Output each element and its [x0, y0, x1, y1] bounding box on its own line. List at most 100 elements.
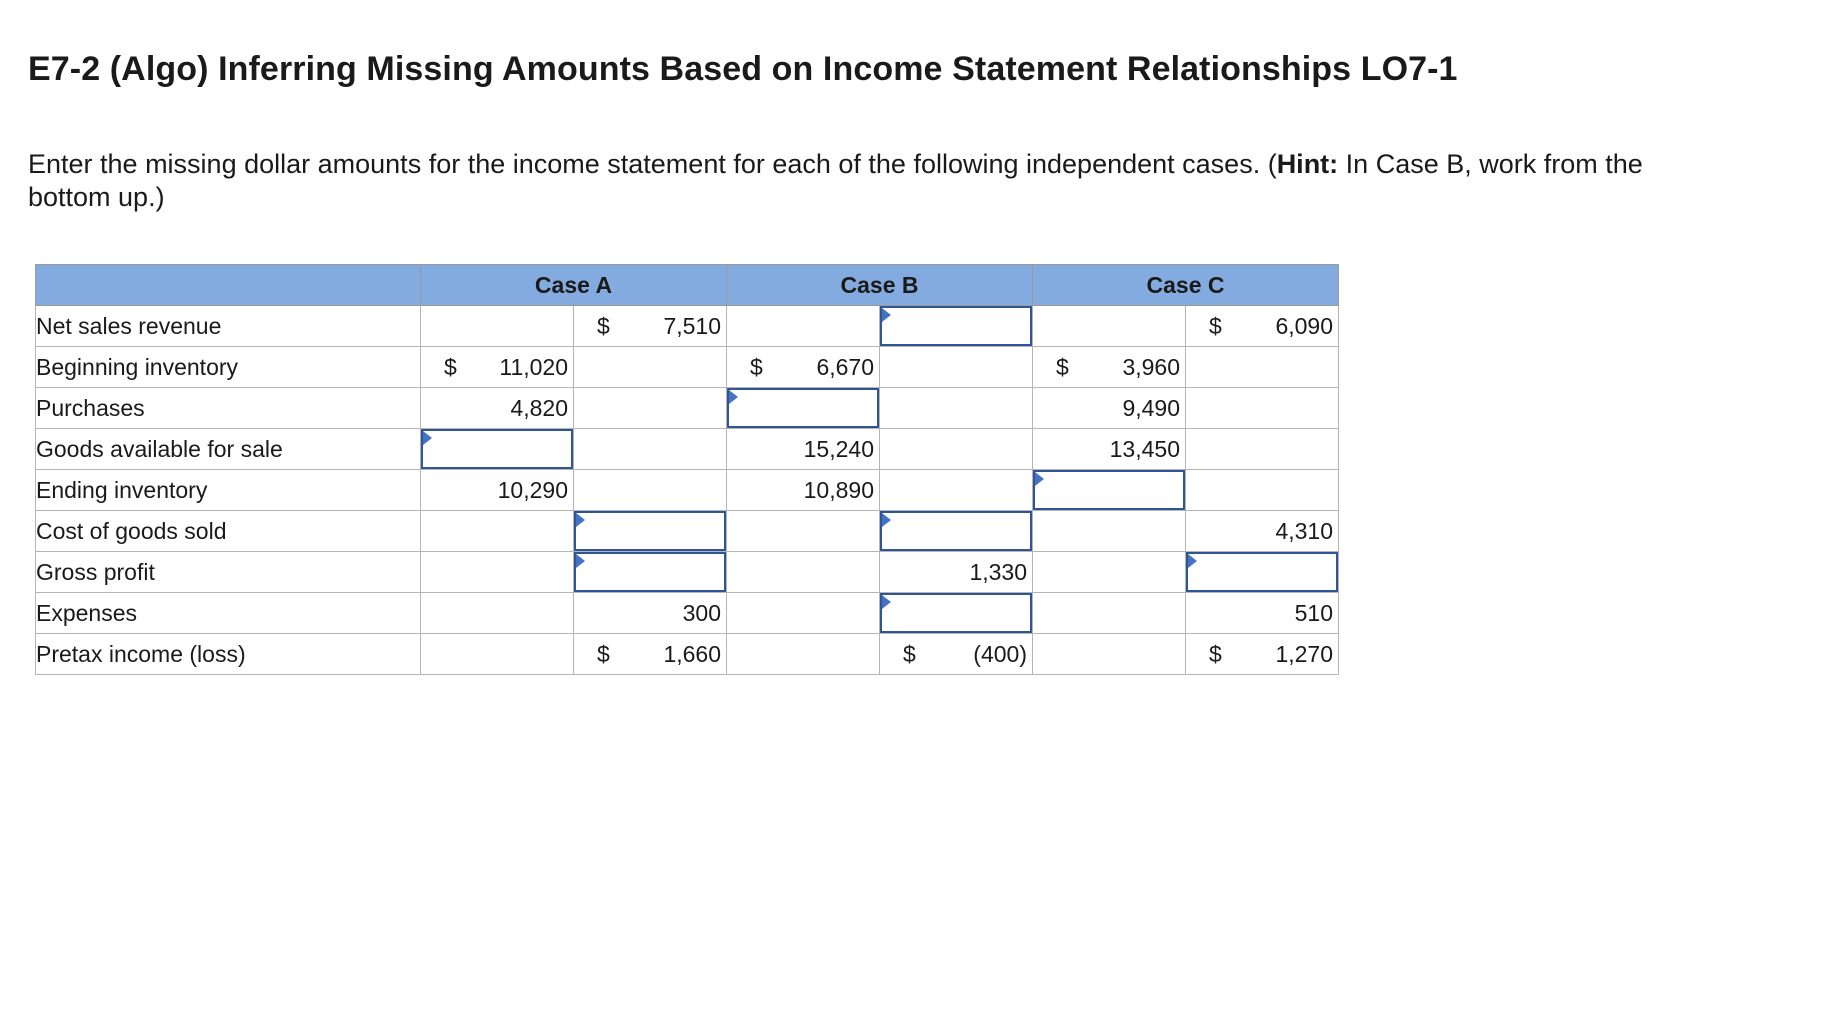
table-row: Beginning inventory $11,020 $6,670 $3,960 [35, 346, 1339, 388]
empty-cell [726, 305, 880, 347]
empty-cell [420, 510, 574, 552]
answer-cell-case-c [1185, 551, 1339, 593]
empty-cell [726, 633, 880, 675]
dollar-sign: $ [597, 640, 610, 667]
input-marker-icon [576, 513, 585, 527]
empty-cell [420, 633, 574, 675]
answer-box[interactable] [1033, 470, 1185, 510]
empty-cell [1185, 387, 1339, 429]
amount-value: 6,090 [1275, 312, 1333, 339]
empty-cell [1032, 633, 1186, 675]
table-row: Expenses 300 510 [35, 592, 1339, 634]
input-marker-icon [882, 308, 891, 322]
input-marker-icon [882, 595, 891, 609]
input-marker-icon [729, 390, 738, 404]
income-statement-table: Case A Case B Case C Net sales revenue $7… [35, 264, 1339, 675]
input-marker-icon [1188, 554, 1197, 568]
table-row: Pretax income (loss) $1,660 $ (400) $1,270 [35, 633, 1339, 675]
answer-box[interactable] [880, 511, 1032, 551]
dollar-sign: $ [1056, 353, 1069, 380]
input-marker-icon [882, 513, 891, 527]
empty-cell [573, 346, 727, 388]
dollar-sign: $ [1209, 312, 1222, 339]
empty-cell [879, 346, 1033, 388]
value-cell-case-c: 13,450 [1032, 428, 1186, 470]
empty-cell [573, 469, 727, 511]
table-row: Goods available for sale 15,240 13,450 [35, 428, 1339, 470]
header-case-b: Case B [726, 264, 1033, 306]
input-marker-icon [576, 554, 585, 568]
amount-value: 11,020 [499, 353, 568, 380]
header-label-column [35, 264, 421, 306]
answer-cell-case-a [420, 428, 574, 470]
empty-cell [726, 510, 880, 552]
empty-cell [879, 428, 1033, 470]
statement-body: Net sales revenue $7,510 $6,090 Beginning i… [35, 305, 1339, 675]
empty-cell [1185, 428, 1339, 470]
answer-cell-case-b [726, 387, 880, 429]
answer-cell-case-b [879, 305, 1033, 347]
value-cell-case-a: $1,660 [573, 633, 727, 675]
amount-value: 4,820 [510, 394, 568, 421]
value-cell-case-b: $6,670 [726, 346, 880, 388]
answer-input[interactable] [1047, 474, 1179, 506]
answer-box[interactable] [727, 388, 879, 428]
empty-cell [1032, 305, 1186, 347]
value-cell-case-c: $6,090 [1185, 305, 1339, 347]
table-row: Cost of goods sold 4,310 [35, 510, 1339, 552]
answer-box[interactable] [574, 552, 726, 592]
dollar-sign: $ [903, 640, 916, 667]
empty-cell [1185, 469, 1339, 511]
value-cell-case-a: 300 [573, 592, 727, 634]
table-row: Purchases 4,820 9,490 [35, 387, 1339, 429]
answer-input[interactable] [741, 392, 873, 424]
answer-input[interactable] [1200, 556, 1332, 588]
value-cell-case-b: 1,330 [879, 551, 1033, 593]
amount-value: 13,450 [1109, 435, 1180, 462]
row-label: Gross profit [35, 551, 421, 593]
answer-cell-case-b [879, 510, 1033, 552]
answer-input[interactable] [588, 556, 720, 588]
value-cell-case-a: $7,510 [573, 305, 727, 347]
value-cell-case-c: $3,960 [1032, 346, 1186, 388]
value-cell-case-b: 10,890 [726, 469, 880, 511]
amount-value: 4,310 [1275, 517, 1333, 544]
amount-value: 3,960 [1122, 353, 1180, 380]
amount-value: 9,490 [1122, 394, 1180, 421]
empty-cell [573, 387, 727, 429]
value-cell-case-a: 4,820 [420, 387, 574, 429]
empty-cell [879, 469, 1033, 511]
amount-value: (400) [973, 640, 1027, 667]
answer-input[interactable] [435, 433, 567, 465]
answer-input[interactable] [588, 515, 720, 547]
answer-cell-case-a [573, 510, 727, 552]
row-label: Net sales revenue [35, 305, 421, 347]
value-cell-case-c: 510 [1185, 592, 1339, 634]
amount-value: 10,890 [803, 476, 874, 503]
empty-cell [726, 551, 880, 593]
answer-box[interactable] [1186, 552, 1338, 592]
amount-value: 510 [1294, 599, 1333, 626]
answer-input[interactable] [894, 515, 1026, 547]
empty-cell [420, 592, 574, 634]
table-row: Ending inventory 10,290 10,890 [35, 469, 1339, 511]
answer-input[interactable] [894, 310, 1026, 342]
amount-value: 300 [682, 599, 721, 626]
answer-box[interactable] [880, 306, 1032, 346]
answer-cell-case-b [879, 592, 1033, 634]
exercise-title: E7-2 (Algo) Inferring Missing Amounts Ba… [28, 50, 1458, 88]
answer-box[interactable] [421, 429, 573, 469]
row-label: Goods available for sale [35, 428, 421, 470]
dollar-sign: $ [444, 353, 457, 380]
answer-input[interactable] [894, 597, 1026, 629]
dollar-sign: $ [597, 312, 610, 339]
amount-value: 1,270 [1275, 640, 1333, 667]
input-marker-icon [423, 431, 432, 445]
value-cell-case-b: $ (400) [879, 633, 1033, 675]
answer-box[interactable] [880, 593, 1032, 633]
amount-value: 10,290 [497, 476, 568, 503]
empty-cell [420, 551, 574, 593]
answer-cell-case-c [1032, 469, 1186, 511]
answer-box[interactable] [574, 511, 726, 551]
empty-cell [726, 592, 880, 634]
